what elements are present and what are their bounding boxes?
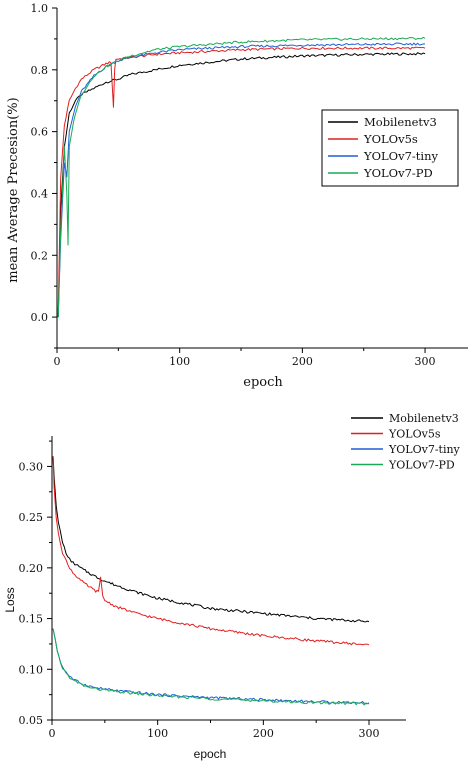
map-y-tick-label: 0.0 bbox=[31, 311, 49, 324]
loss-y-axis-title: Loss bbox=[3, 587, 17, 612]
map-series-line-mobilenetv3 bbox=[57, 52, 426, 318]
loss-x-tick-label: 0 bbox=[49, 727, 56, 740]
loss-y-tick-label: 0.05 bbox=[19, 714, 44, 727]
loss-axes bbox=[47, 436, 406, 725]
loss-x-tick-label: 200 bbox=[253, 727, 274, 740]
map-series-line-yolov5s bbox=[57, 46, 426, 311]
loss-legend-label: Mobilenetv3 bbox=[389, 412, 459, 425]
loss-chart: 0 100 200 300 0.05 0.10 0.15 0.20 0.25 0.30 epoch… bbox=[3, 412, 461, 761]
map-series-line-yolov7-pd bbox=[57, 36, 426, 318]
map-y-axis-title: mean Average Precesion(%) bbox=[6, 97, 21, 282]
map-legend-label: YOLOv7-PD bbox=[363, 166, 433, 180]
loss-legend-label: YOLOv5s bbox=[388, 428, 441, 441]
loss-legend: Mobilenetv3 YOLOv5s YOLOv7-tiny YOLOv7-PD bbox=[351, 412, 461, 472]
loss-x-tick-label: 300 bbox=[359, 727, 380, 740]
loss-y-tick-label: 0.15 bbox=[19, 613, 44, 626]
loss-tick-labels: 0 100 200 300 0.05 0.10 0.15 0.20 0.25 0.30 bbox=[19, 460, 380, 740]
map-legend-label: YOLOv7-tiny bbox=[363, 149, 438, 163]
map-x-tick-label: 100 bbox=[169, 355, 190, 368]
map-chart: 0 100 200 300 0.0 0.2 0.4 0.6 0.8 1.0 epoch mean … bbox=[6, 2, 468, 390]
map-y-tick-label: 0.8 bbox=[31, 64, 49, 77]
loss-legend-label: YOLOv7-tiny bbox=[388, 443, 461, 456]
map-x-tick-label: 0 bbox=[54, 355, 61, 368]
loss-x-axis-title: epoch bbox=[194, 747, 227, 761]
loss-series-layer bbox=[52, 456, 370, 706]
loss-series-line-yolov7-pd bbox=[52, 628, 370, 706]
loss-series-line-mobilenetv3 bbox=[52, 456, 370, 623]
map-legend-label: YOLOv5s bbox=[363, 132, 418, 146]
map-y-tick-label: 0.4 bbox=[31, 187, 49, 200]
map-tick-labels: 0 100 200 300 0.0 0.2 0.4 0.6 0.8 1.0 bbox=[31, 2, 436, 368]
map-axes bbox=[52, 7, 468, 353]
loss-series-line-yolov5s bbox=[52, 456, 370, 646]
loss-y-tick-label: 0.30 bbox=[19, 460, 44, 473]
map-x-axis-title: epoch bbox=[243, 375, 283, 390]
map-x-tick-label: 300 bbox=[415, 355, 436, 368]
loss-y-tick-label: 0.25 bbox=[19, 511, 44, 524]
loss-x-tick-label: 100 bbox=[147, 727, 168, 740]
loss-y-tick-label: 0.10 bbox=[19, 663, 44, 676]
map-x-tick-label: 200 bbox=[292, 355, 313, 368]
loss-legend-label: YOLOv7-PD bbox=[388, 459, 455, 472]
map-legend: Mobilenetv3 YOLOv5s YOLOv7-tiny YOLOv7-PD bbox=[321, 109, 459, 187]
map-y-tick-label: 1.0 bbox=[31, 2, 49, 15]
map-y-tick-label: 0.2 bbox=[31, 249, 49, 262]
map-y-tick-label: 0.6 bbox=[31, 126, 49, 139]
map-legend-label: Mobilenetv3 bbox=[364, 115, 437, 129]
loss-y-tick-label: 0.20 bbox=[19, 562, 44, 575]
map-series-layer bbox=[57, 36, 426, 318]
